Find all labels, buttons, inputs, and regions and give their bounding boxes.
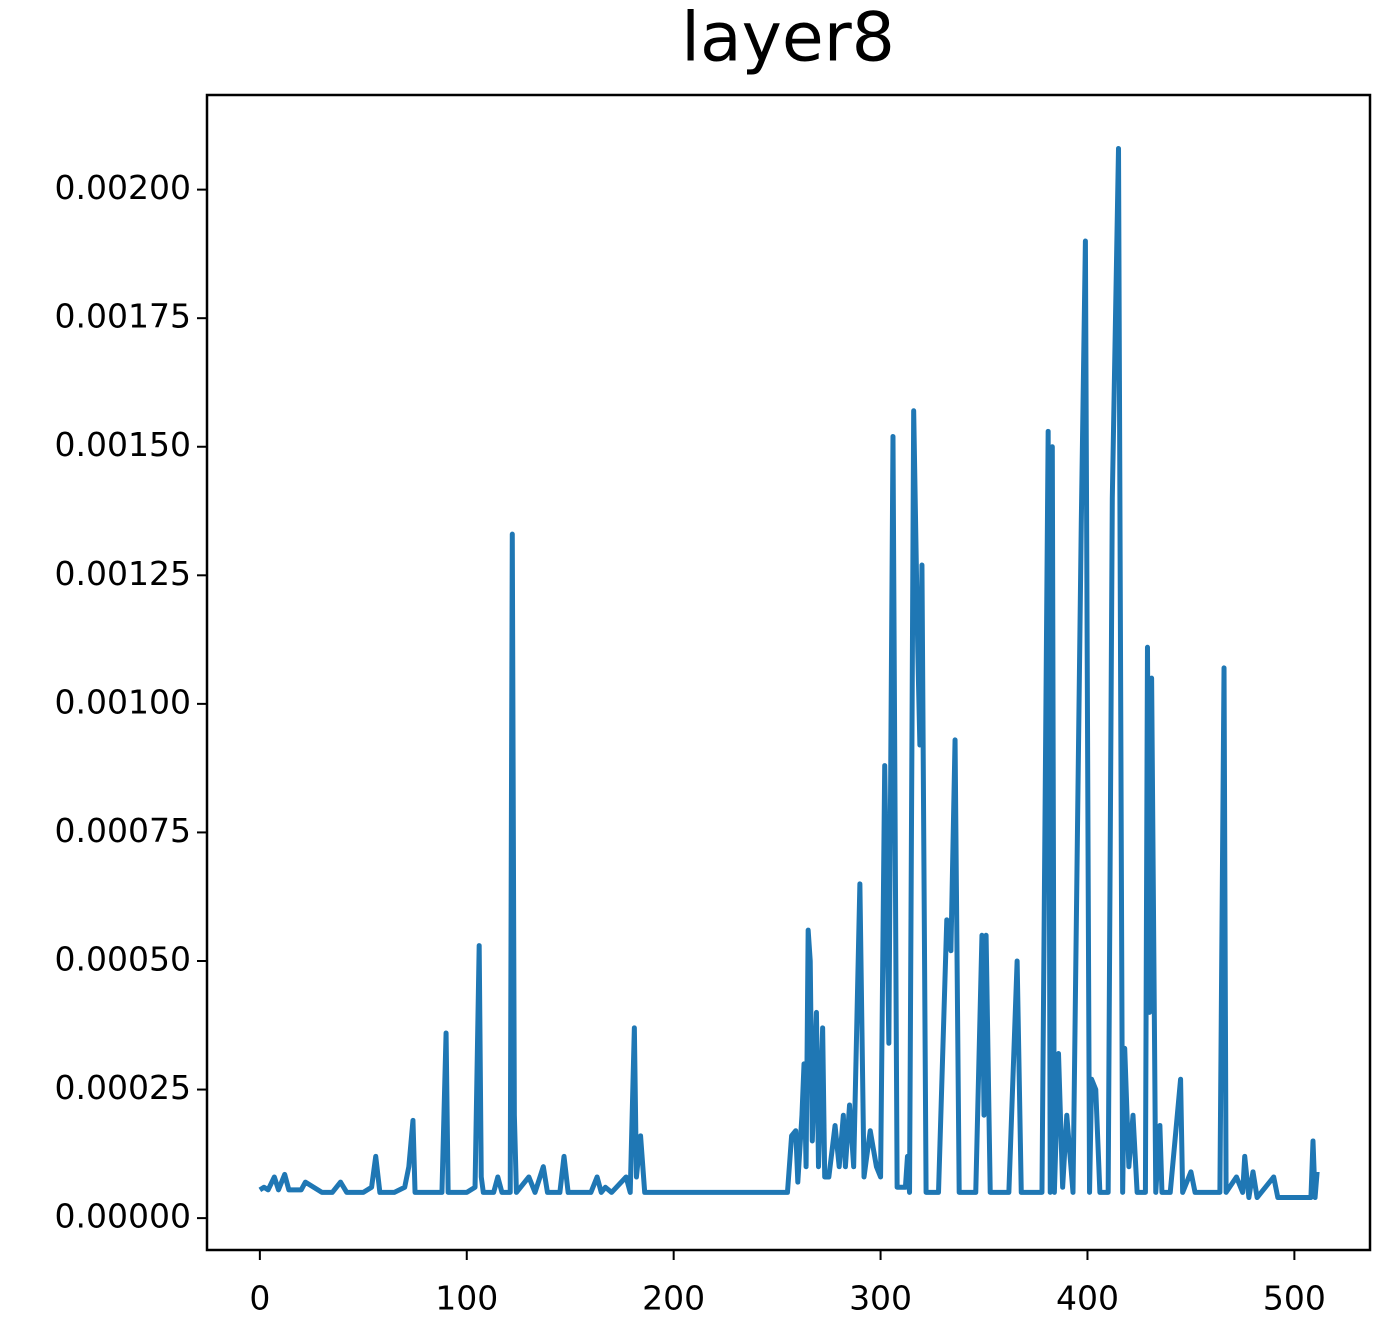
y-tick-label: 0.00075 (55, 811, 191, 850)
plot-frame (205, 93, 1372, 1252)
y-tick-label: 0.00100 (55, 682, 191, 721)
x-tick-label: 500 (1263, 1279, 1326, 1318)
y-tick-label: 0.00050 (55, 939, 191, 978)
chart-title: layer8 (681, 0, 895, 78)
x-tick-label: 0 (249, 1279, 270, 1318)
y-tick-label: 0.00000 (55, 1197, 191, 1236)
data-line (258, 145, 1320, 1201)
x-tick-label: 300 (849, 1279, 912, 1318)
x-tick-label: 200 (642, 1279, 705, 1318)
y-tick-label: 0.00150 (55, 425, 191, 464)
y-tick-label: 0.00200 (55, 168, 191, 207)
y-tick-label: 0.00025 (55, 1068, 191, 1107)
x-tick-label: 100 (435, 1279, 498, 1318)
y-tick-label: 0.00125 (55, 554, 191, 593)
y-tick-label: 0.00175 (55, 297, 191, 336)
x-tick-label: 400 (1056, 1279, 1119, 1318)
